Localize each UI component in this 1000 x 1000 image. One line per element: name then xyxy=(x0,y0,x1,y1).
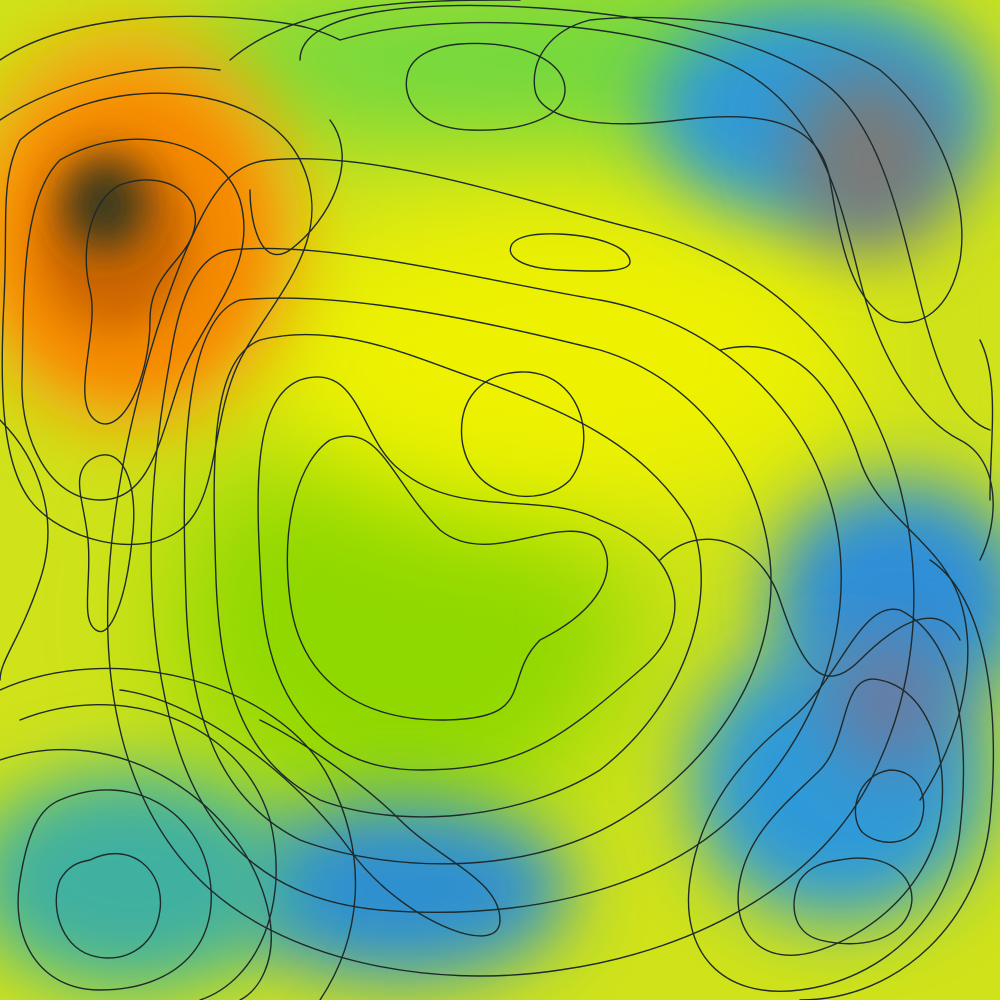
contour-line xyxy=(0,66,221,121)
contour-line xyxy=(509,233,631,272)
region-low-southeast-core xyxy=(830,630,950,770)
contour-line xyxy=(0,15,341,61)
contour-line xyxy=(150,247,842,914)
contour-line xyxy=(460,371,585,498)
contour-line xyxy=(106,158,915,977)
contour-line xyxy=(84,179,197,425)
contour-line xyxy=(793,857,913,945)
contour-line xyxy=(0,667,357,1000)
contour-line xyxy=(119,689,501,937)
region-mid-center-left xyxy=(170,420,630,820)
contour-line xyxy=(299,4,991,431)
contour-line xyxy=(21,138,245,501)
contour-line xyxy=(286,435,609,721)
contour-line xyxy=(19,703,277,1000)
region-high-center xyxy=(260,200,860,520)
contour-line xyxy=(0,748,272,1000)
contour-line xyxy=(737,678,944,956)
contour-line xyxy=(719,345,969,801)
contour-line xyxy=(405,42,566,131)
contour-line xyxy=(339,21,994,561)
contour-line xyxy=(979,339,994,501)
contour-line xyxy=(78,454,135,633)
contour-line xyxy=(1,92,313,546)
region-low-northeast-core xyxy=(790,70,950,250)
contour-line xyxy=(854,769,925,843)
region-peak-core xyxy=(65,160,145,250)
contour-line xyxy=(799,559,995,1000)
contour-line xyxy=(533,16,963,324)
contour-line xyxy=(213,333,702,818)
contour-line xyxy=(687,608,965,992)
contour-line xyxy=(183,297,772,865)
contour-line xyxy=(257,376,676,771)
contour-line xyxy=(17,789,212,991)
contour-line xyxy=(55,853,162,959)
contour-line xyxy=(0,419,49,681)
contour-line xyxy=(249,119,343,256)
contour-line xyxy=(229,0,521,61)
